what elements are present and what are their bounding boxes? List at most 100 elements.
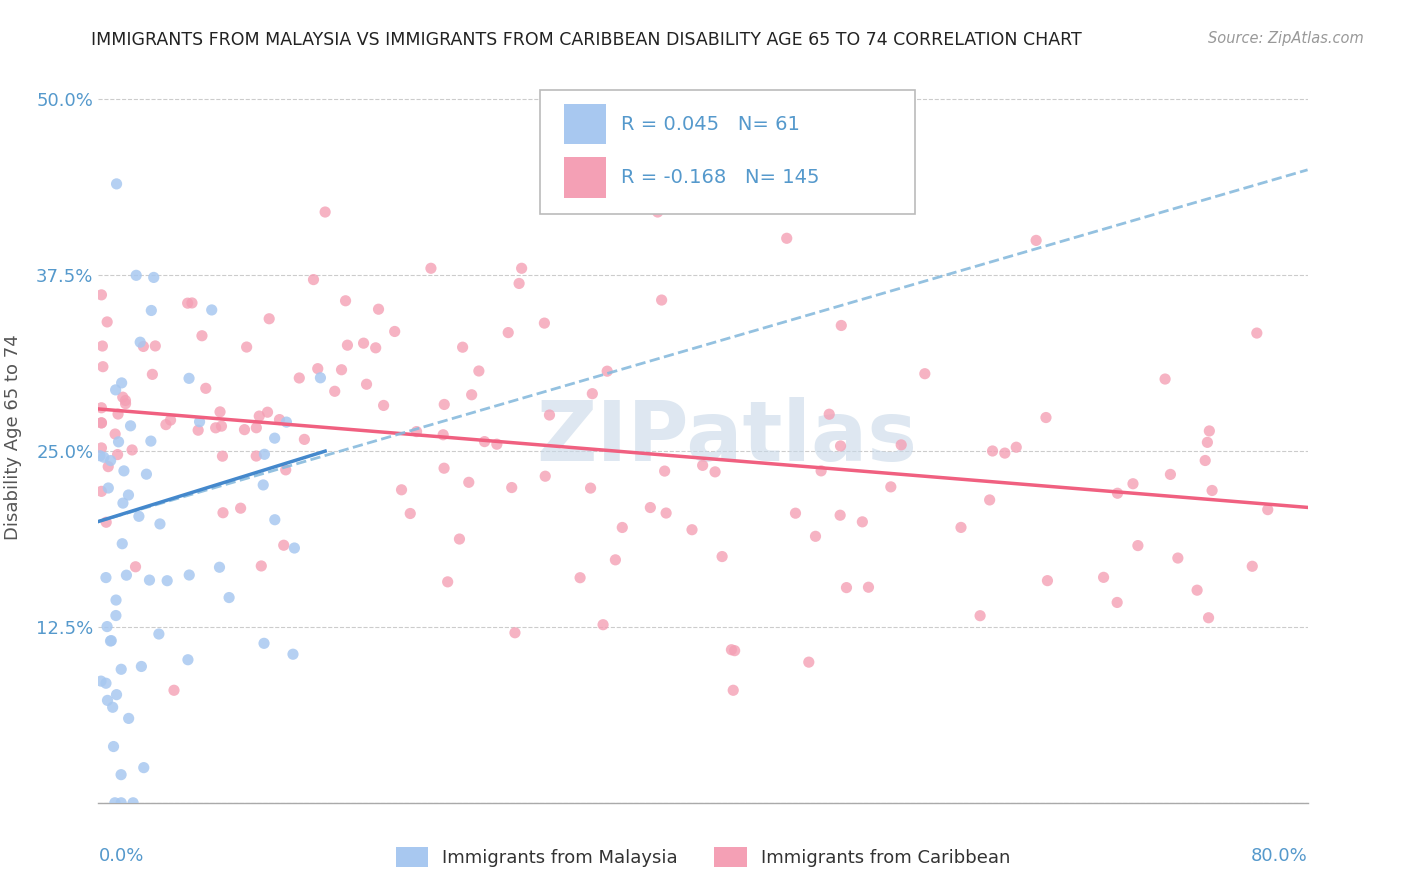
Point <box>654 464 676 478</box>
Point <box>605 553 627 567</box>
Point <box>100 453 122 467</box>
Point <box>96 619 118 633</box>
Point <box>132 761 155 775</box>
Point <box>460 388 482 402</box>
Point <box>283 541 305 555</box>
Point <box>436 574 458 589</box>
Point <box>501 481 523 495</box>
Text: IMMIGRANTS FROM MALAYSIA VS IMMIGRANTS FROM CARIBBEAN DISABILITY AGE 65 TO 74 CO: IMMIGRANTS FROM MALAYSIA VS IMMIGRANTS F… <box>91 31 1083 49</box>
Point <box>276 415 298 429</box>
Point <box>1159 467 1181 482</box>
Point <box>496 326 519 340</box>
Text: R = 0.045   N= 61: R = 0.045 N= 61 <box>621 114 800 134</box>
Point <box>135 467 157 482</box>
Point <box>835 581 858 595</box>
Point <box>131 659 153 673</box>
Text: Source: ZipAtlas.com: Source: ZipAtlas.com <box>1208 31 1364 46</box>
Point <box>281 647 304 661</box>
Point <box>90 288 112 302</box>
Point <box>724 643 747 657</box>
Point <box>592 617 614 632</box>
Point <box>107 448 129 462</box>
Point <box>569 571 592 585</box>
Point <box>105 593 128 607</box>
Point <box>218 591 240 605</box>
Y-axis label: Disability Age 65 to 74: Disability Age 65 to 74 <box>4 334 22 540</box>
Point <box>91 359 114 374</box>
Point <box>405 425 427 439</box>
Point <box>142 270 165 285</box>
Point <box>125 268 148 283</box>
Point <box>245 449 267 463</box>
Point <box>880 480 903 494</box>
Point <box>117 488 139 502</box>
Point <box>1198 611 1220 625</box>
Point <box>510 261 533 276</box>
Point <box>914 367 936 381</box>
Point <box>93 450 115 465</box>
Point <box>188 415 211 429</box>
Point <box>111 537 134 551</box>
Point <box>97 481 120 495</box>
Point <box>830 318 852 333</box>
Point <box>257 311 280 326</box>
Point <box>596 364 619 378</box>
Point <box>211 449 233 463</box>
Point <box>1246 326 1268 340</box>
Point <box>104 383 127 397</box>
Point <box>112 464 135 478</box>
Point <box>122 796 145 810</box>
Point <box>1107 486 1129 500</box>
Point <box>149 516 172 531</box>
Point <box>187 423 209 437</box>
Point <box>994 446 1017 460</box>
Point <box>90 484 112 499</box>
Point <box>94 676 117 690</box>
Point <box>1035 410 1057 425</box>
Point <box>451 340 474 354</box>
Point <box>111 390 134 404</box>
Point <box>229 501 252 516</box>
FancyBboxPatch shape <box>564 103 606 145</box>
Point <box>100 634 122 648</box>
Point <box>90 441 112 455</box>
Point <box>156 574 179 588</box>
Point <box>373 399 395 413</box>
Point <box>107 434 129 449</box>
Point <box>612 520 634 534</box>
Point <box>91 339 114 353</box>
Point <box>1154 372 1177 386</box>
Point <box>468 364 491 378</box>
Point <box>208 560 231 574</box>
Point <box>114 397 136 411</box>
Point <box>104 608 127 623</box>
Point <box>858 580 880 594</box>
Point <box>1036 574 1059 588</box>
Point <box>253 636 276 650</box>
Point <box>263 431 285 445</box>
Point <box>818 407 841 421</box>
Point <box>720 642 742 657</box>
Point <box>969 608 991 623</box>
Point <box>263 513 285 527</box>
Point <box>1005 440 1028 454</box>
Point <box>105 177 128 191</box>
Point <box>143 339 166 353</box>
FancyBboxPatch shape <box>564 157 606 197</box>
Point <box>830 439 852 453</box>
Point <box>640 500 662 515</box>
Point <box>111 376 134 390</box>
Point <box>114 393 136 408</box>
Point <box>128 509 150 524</box>
Point <box>101 700 124 714</box>
Point <box>250 558 273 573</box>
Point <box>538 408 561 422</box>
Point <box>191 328 214 343</box>
Point <box>1126 539 1149 553</box>
Point <box>138 573 160 587</box>
Point <box>579 481 602 495</box>
Point <box>1185 583 1208 598</box>
Point <box>681 523 703 537</box>
Point <box>651 293 673 307</box>
Point <box>90 674 112 689</box>
